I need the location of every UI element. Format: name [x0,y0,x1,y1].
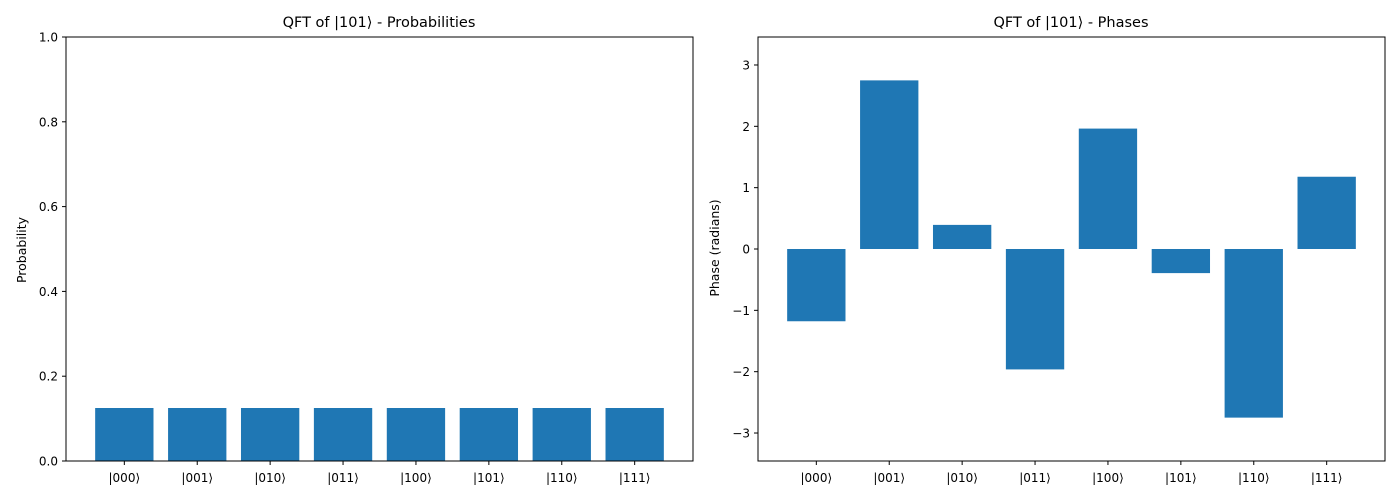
phases-y-tick-label-4: 1 [742,181,750,195]
probabilities-bar-4 [386,408,446,461]
probabilities-chart: QFT of |101⟩ - Probabilities Probability… [14,15,694,485]
probabilities-bar-0 [95,408,154,461]
phases-bar-1 [860,80,919,250]
probabilities-y-tick-label-5: 1.0 [39,31,58,45]
probabilities-bar-2 [240,408,300,461]
phases-x-tick-label-3: |011⟩ [1019,471,1051,485]
phases-bar-0 [787,249,846,322]
probabilities-x-tick-label-1: |001⟩ [181,471,213,485]
phases-y-tick-label-1: −2 [732,365,750,379]
phases-y-tick-label-3: 0 [742,243,750,257]
probabilities-x-tick-label-7: |111⟩ [619,471,651,485]
probabilities-x-tick-label-6: |110⟩ [546,471,578,485]
probabilities-bars [95,408,664,461]
probabilities-x-tick-label-4: |100⟩ [400,471,432,485]
probabilities-x-ticks: |000⟩ |001⟩ |010⟩ |011⟩ |100⟩ |101⟩ |110⟩ |111⟩ [109,461,651,485]
probabilities-bar-6 [532,408,591,461]
probabilities-x-tick-label-3: |011⟩ [327,471,359,485]
phases-bars [787,80,1356,418]
phases-x-tick-label-4: |100⟩ [1092,471,1124,485]
probabilities-x-tick-label-2: |010⟩ [254,471,286,485]
probabilities-y-tick-label-0: 0.0 [39,455,58,469]
probabilities-y-axis-label: Probability [14,216,29,283]
phases-x-tick-label-5: |101⟩ [1165,471,1197,485]
phases-bar-6 [1224,249,1283,418]
phases-bar-4 [1078,128,1138,249]
probabilities-bar-1 [168,408,227,461]
probabilities-x-tick-label-0: |000⟩ [109,471,141,485]
probabilities-y-tick-label-4: 0.8 [39,115,58,129]
phases-y-ticks: −3 −2 −1 0 1 2 3 [732,58,758,441]
probabilities-bar-3 [313,408,373,461]
probabilities-bar-5 [459,408,519,461]
phases-bar-7 [1297,176,1356,249]
phases-y-tick-label-2: −1 [732,304,750,318]
phases-bar-2 [932,224,992,249]
phases-bar-5 [1151,249,1211,274]
probabilities-y-ticks: 0.0 0.2 0.4 0.6 0.8 1.0 [39,31,66,469]
phases-x-ticks: |000⟩ |001⟩ |010⟩ |011⟩ |100⟩ |101⟩ |110⟩ |111⟩ [801,461,1343,485]
phases-y-axis-label: Phase (radians) [707,199,722,296]
phases-x-tick-label-2: |010⟩ [946,471,978,485]
probabilities-bar-7 [605,408,664,461]
phases-plot-frame [757,36,1386,462]
phases-x-tick-label-6: |110⟩ [1238,471,1270,485]
probabilities-y-tick-label-3: 0.6 [39,200,58,214]
phases-x-tick-label-1: |001⟩ [873,471,905,485]
probabilities-y-tick-label-2: 0.4 [39,285,58,299]
probabilities-x-tick-label-5: |101⟩ [473,471,505,485]
probabilities-chart-title: QFT of |101⟩ - Probabilities [283,15,476,31]
phases-chart-title: QFT of |101⟩ - Phases [993,15,1148,31]
phases-bar-3 [1005,249,1065,370]
phases-chart: QFT of |101⟩ - Phases Phase (radians) −3… [707,15,1386,485]
probabilities-plot-frame [65,36,694,462]
phases-x-tick-label-7: |111⟩ [1311,471,1343,485]
phases-x-tick-label-0: |000⟩ [801,471,833,485]
phases-y-tick-label-6: 3 [742,58,750,72]
phases-y-tick-label-0: −3 [732,427,750,441]
probabilities-y-tick-label-1: 0.2 [39,370,58,384]
phases-y-tick-label-5: 2 [742,120,750,134]
